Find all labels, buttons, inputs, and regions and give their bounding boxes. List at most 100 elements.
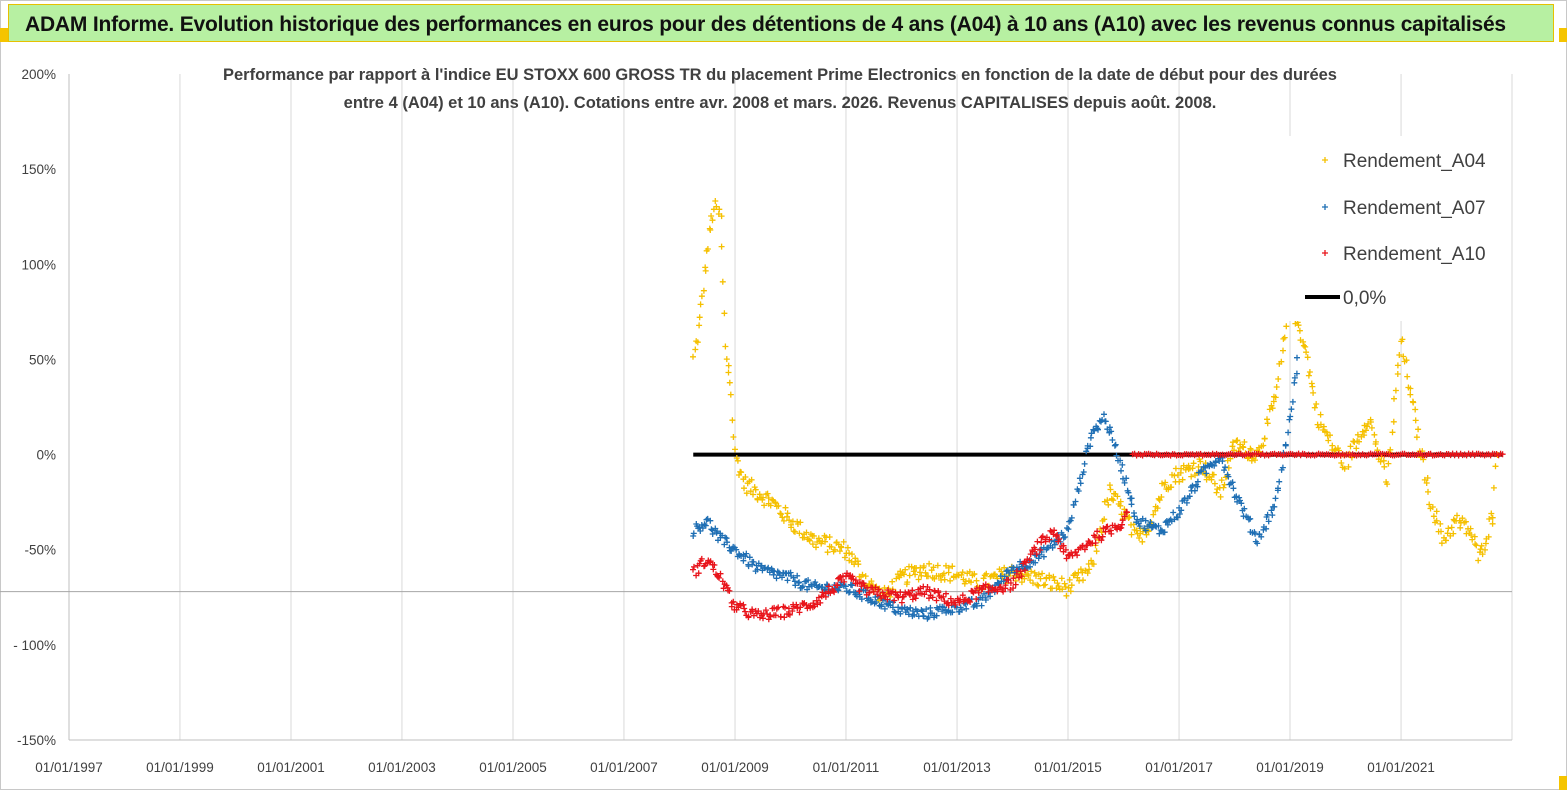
data-point-Rendement_A04 [1425, 488, 1431, 495]
data-point-Rendement_A04 [1300, 342, 1307, 349]
data-point-Rendement_A10 [745, 614, 752, 621]
data-point-Rendement_A04 [1208, 476, 1215, 483]
data-point-Rendement_A04 [1030, 580, 1036, 587]
data-point-Rendement_A10 [781, 614, 788, 621]
series-Rendement_A07 [690, 354, 1300, 622]
data-point-Rendement_A04 [930, 564, 937, 571]
data-point-Rendement_A10 [691, 563, 697, 570]
data-point-Rendement_A10 [775, 604, 782, 611]
data-point-Rendement_A04 [1280, 347, 1286, 354]
data-point-Rendement_A10 [1099, 533, 1106, 540]
chart-title-line2: entre 4 (A04) et 10 ans (A10). Cotations… [344, 94, 1217, 112]
data-point-Rendement_A07 [1269, 512, 1276, 519]
data-point-Rendement_A10 [956, 599, 963, 606]
data-point-Rendement_A04 [690, 353, 696, 360]
data-point-Rendement_A10 [1056, 536, 1063, 542]
data-point-Rendement_A07 [1222, 464, 1229, 471]
data-point-Rendement_A04 [1313, 401, 1320, 407]
data-point-Rendement_A04 [1296, 327, 1303, 334]
data-point-Rendement_A04 [947, 577, 954, 584]
data-point-Rendement_A10 [1119, 517, 1126, 524]
data-point-Rendement_A04 [788, 521, 794, 528]
data-point-Rendement_A04 [1410, 399, 1417, 406]
data-point-Rendement_A04 [1275, 376, 1282, 382]
data-point-Rendement_A07 [1293, 370, 1300, 377]
data-point-Rendement_A04 [1188, 473, 1195, 480]
data-point-Rendement_A04 [718, 213, 725, 220]
data-point-Rendement_A07 [1131, 513, 1138, 520]
data-point-Rendement_A04 [1354, 431, 1361, 438]
data-point-Rendement_A04 [1317, 411, 1324, 418]
data-point-Rendement_A04 [1468, 532, 1475, 538]
data-point-Rendement_A04 [1472, 541, 1479, 548]
data-point-Rendement_A07 [963, 605, 970, 612]
data-point-Rendement_A07 [1032, 559, 1039, 566]
x-tick-label: 01/01/1997 [35, 760, 103, 775]
data-point-Rendement_A04 [1424, 475, 1431, 481]
data-point-Rendement_A04 [1473, 542, 1480, 549]
data-point-Rendement_A04 [918, 572, 925, 579]
data-point-Rendement_A04 [1353, 445, 1360, 452]
data-point-Rendement_A04 [718, 243, 725, 250]
data-point-Rendement_A07 [981, 590, 987, 597]
data-point-Rendement_A10 [764, 611, 771, 617]
x-tick-label: 01/01/2007 [590, 760, 658, 775]
data-point-Rendement_A04 [806, 537, 813, 544]
data-point-Rendement_A07 [790, 574, 797, 581]
data-point-Rendement_A04 [748, 476, 755, 483]
data-point-Rendement_A04 [1110, 497, 1117, 504]
data-point-Rendement_A07 [1156, 530, 1163, 537]
data-point-Rendement_A04 [729, 417, 736, 424]
data-point-Rendement_A07 [708, 526, 715, 533]
data-point-Rendement_A04 [734, 457, 741, 464]
data-point-Rendement_A10 [923, 588, 930, 595]
data-point-Rendement_A04 [1407, 391, 1414, 398]
data-point-Rendement_A07 [750, 558, 757, 565]
data-point-Rendement_A04 [811, 533, 817, 539]
x-tick-label: 01/01/2015 [1034, 760, 1102, 775]
data-point-Rendement_A04 [1387, 446, 1394, 453]
data-point-Rendement_A10 [1010, 585, 1017, 592]
data-point-Rendement_A07 [858, 596, 865, 603]
data-point-Rendement_A04 [1412, 417, 1419, 424]
data-point-Rendement_A04 [1088, 557, 1095, 564]
data-point-Rendement_A04 [702, 267, 709, 274]
data-point-Rendement_A10 [967, 599, 974, 605]
data-point-Rendement_A04 [1090, 561, 1097, 568]
data-point-Rendement_A04 [1101, 516, 1108, 523]
data-point-Rendement_A04 [1488, 510, 1495, 517]
data-point-Rendement_A07 [914, 608, 921, 615]
data-point-Rendement_A04 [1457, 524, 1464, 531]
x-tick-label: 01/01/2011 [813, 760, 880, 775]
data-point-Rendement_A04 [945, 564, 952, 571]
data-point-Rendement_A04 [1269, 405, 1276, 412]
data-point-Rendement_A04 [696, 314, 703, 321]
legend-box [1283, 136, 1509, 321]
y-tick-label: - 100% [13, 638, 56, 653]
data-point-Rendement_A04 [1430, 513, 1437, 520]
data-point-Rendement_A04 [1031, 569, 1038, 576]
data-point-Rendement_A07 [1001, 573, 1008, 580]
data-point-Rendement_A04 [1001, 564, 1008, 571]
y-tick-label: 200% [21, 67, 56, 82]
data-point-Rendement_A07 [889, 604, 896, 611]
x-tick-label: 01/01/2005 [479, 760, 547, 775]
data-point-Rendement_A07 [1099, 417, 1106, 423]
data-point-Rendement_A07 [1230, 485, 1237, 492]
data-point-Rendement_A07 [1075, 488, 1082, 494]
data-point-Rendement_A07 [724, 539, 731, 546]
data-point-Rendement_A10 [909, 587, 916, 594]
data-point-Rendement_A07 [1087, 443, 1094, 450]
data-point-Rendement_A04 [1210, 471, 1217, 478]
data-point-Rendement_A10 [929, 594, 936, 601]
data-point-Rendement_A07 [1219, 458, 1226, 465]
data-point-Rendement_A04 [1445, 525, 1452, 532]
data-point-Rendement_A04 [1304, 354, 1311, 361]
data-point-Rendement_A07 [702, 522, 709, 529]
data-point-Rendement_A07 [1170, 509, 1177, 516]
data-point-Rendement_A04 [1295, 322, 1302, 329]
data-point-Rendement_A07 [1212, 459, 1219, 466]
data-point-Rendement_A04 [772, 500, 779, 507]
data-point-Rendement_A04 [1039, 570, 1046, 577]
data-point-Rendement_A04 [824, 549, 831, 556]
